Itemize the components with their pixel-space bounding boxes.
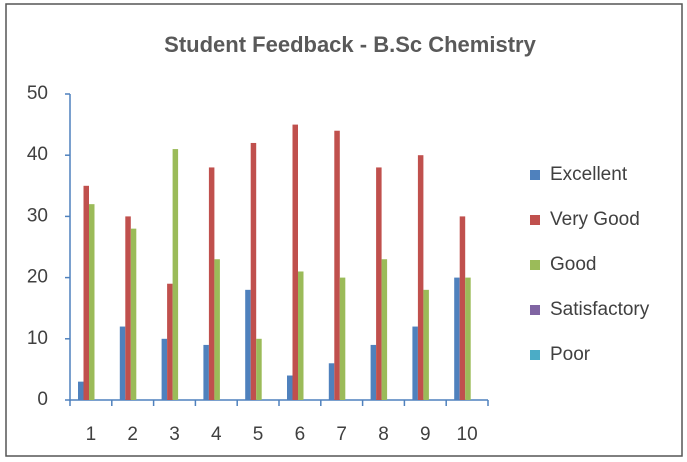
bar <box>125 216 131 400</box>
bar <box>334 130 340 400</box>
bar <box>119 326 126 400</box>
legend-label: Good <box>550 254 596 275</box>
y-tick-label: 40 <box>27 144 48 165</box>
y-tick-label: 10 <box>27 328 48 349</box>
bar <box>245 289 251 400</box>
y-tick-label: 20 <box>27 267 48 288</box>
bar <box>161 338 168 400</box>
bar <box>417 155 424 400</box>
bar <box>412 326 418 400</box>
bar <box>376 167 382 400</box>
bar <box>214 259 220 400</box>
bar <box>328 363 335 400</box>
x-tick-label: 4 <box>211 424 222 445</box>
x-tick-label: 5 <box>253 424 264 445</box>
legend-label: Poor <box>550 344 591 365</box>
bar <box>250 142 257 400</box>
x-tick-label: 10 <box>457 424 478 445</box>
x-tick-label: 6 <box>295 424 306 445</box>
x-tick-label: 3 <box>169 424 180 445</box>
x-tick-label: 2 <box>127 424 138 445</box>
legend-swatch <box>530 260 540 270</box>
bar <box>459 216 466 400</box>
bar <box>208 167 215 400</box>
x-tick-label: 9 <box>420 424 431 445</box>
x-tick-label: 1 <box>86 424 97 445</box>
bar <box>370 344 377 400</box>
x-tick-label: 8 <box>378 424 389 445</box>
bar <box>292 124 298 400</box>
bar <box>78 381 84 400</box>
bar <box>130 228 137 400</box>
legend-swatch <box>530 350 540 360</box>
legend-swatch <box>530 305 540 315</box>
legend-label: Satisfactory <box>550 299 650 320</box>
bar <box>89 204 95 400</box>
legend-swatch <box>530 215 540 225</box>
bar <box>465 277 471 400</box>
bar <box>381 259 388 400</box>
bar <box>172 149 179 400</box>
legend-swatch <box>530 170 540 180</box>
bar <box>454 277 460 400</box>
legend-label: Very Good <box>550 209 640 230</box>
bar <box>83 185 89 400</box>
bar <box>339 277 346 400</box>
y-tick-label: 50 <box>27 83 48 104</box>
y-tick-label: 30 <box>27 205 48 226</box>
bar <box>203 344 209 400</box>
x-tick-label: 7 <box>336 424 347 445</box>
bar <box>167 283 173 400</box>
bar <box>287 375 293 400</box>
chart-title: Student Feedback - B.Sc Chemistry <box>164 32 536 57</box>
bar <box>423 289 429 400</box>
bar <box>256 338 262 400</box>
bar <box>298 271 304 400</box>
y-tick-label: 0 <box>37 389 48 410</box>
legend-label: Excellent <box>550 164 628 185</box>
